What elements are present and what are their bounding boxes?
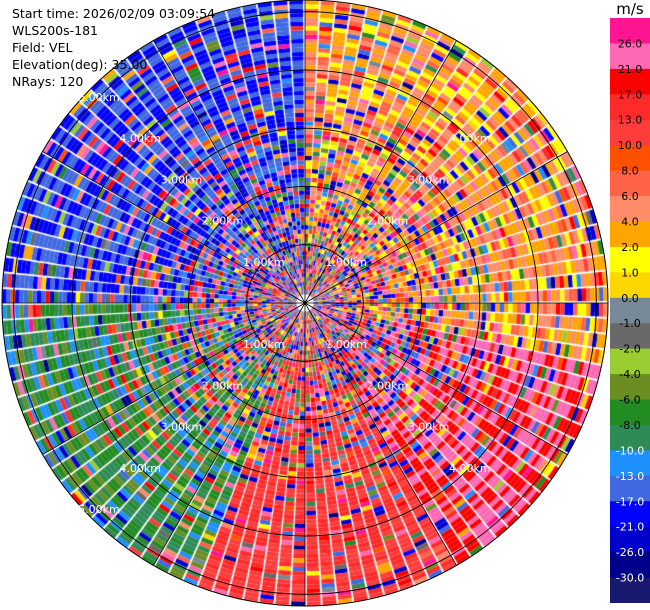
range-label: 1.00km xyxy=(325,338,367,351)
range-label: 2.00km xyxy=(367,379,409,392)
colorbar-segment xyxy=(610,323,650,350)
colorbar-segment xyxy=(610,577,650,603)
colorbar-tick-label: 10.0 xyxy=(618,139,643,152)
range-label: 3.00km xyxy=(408,173,450,186)
colorbar-segment xyxy=(610,221,650,248)
colorbar-segment xyxy=(610,43,650,70)
colorbar-segment xyxy=(610,119,650,146)
range-label: 1.00km xyxy=(243,338,285,351)
colorbar-segment xyxy=(610,145,650,172)
azimuth-spoke xyxy=(153,302,306,566)
plot-info: Start time: 2026/02/09 03:09:54 WLS200s-… xyxy=(12,5,215,90)
colorbar-tick-label: -2.0 xyxy=(619,343,640,356)
range-rings-overlay: 1.00km 1.00km 1.00km 1.00km 2.00km 2.00km 2.00… xyxy=(1,0,609,607)
range-label: 3.00km xyxy=(161,173,203,186)
range-label: 4.00km xyxy=(119,462,161,475)
range-label: 4.00km xyxy=(449,132,491,145)
colorbar-segment xyxy=(610,68,650,95)
colorbar-segment xyxy=(610,424,650,451)
range-label: 2.00km xyxy=(202,215,244,228)
field-text: Field: VEL xyxy=(12,40,73,55)
colorbar-tick-label: -10.0 xyxy=(616,444,644,457)
colorbar-segment xyxy=(610,526,650,553)
colorbar-segment xyxy=(610,501,650,528)
colorbar-segment xyxy=(610,94,650,121)
colorbar-tick-label: 6.0 xyxy=(621,190,639,203)
azimuth-spoke xyxy=(304,151,568,304)
nrays-text: NRays: 120 xyxy=(12,74,84,89)
range-label: 5.00km xyxy=(78,91,120,104)
colorbar-tick-label: -8.0 xyxy=(619,419,640,432)
range-label: 2.00km xyxy=(202,379,244,392)
colorbar-tick-label: -26.0 xyxy=(616,546,644,559)
range-label: 1.00km xyxy=(243,256,285,269)
range-label: 5.00km xyxy=(78,503,120,516)
colorbar-segment xyxy=(610,475,650,502)
colorbar-segment xyxy=(610,399,650,426)
colorbar-tick-label: -1.0 xyxy=(619,317,640,330)
colorbar-segment xyxy=(610,297,650,324)
colorbar-tick-label: -4.0 xyxy=(619,368,640,381)
azimuth-spoke xyxy=(42,302,306,455)
instrument-text: WLS200s-181 xyxy=(12,23,98,38)
range-label: 4.00km xyxy=(449,462,491,475)
colorbar-segment xyxy=(610,450,650,477)
azimuth-spoke xyxy=(304,302,457,566)
range-label: 4.00km xyxy=(119,132,161,145)
range-label: 3.00km xyxy=(408,421,450,434)
colorbar-tick-label: 0.0 xyxy=(621,292,639,305)
velocity-colorbar: 26.0 21.0 17.0 13.0 10.0 8.0 6.0 4.0 2.0 1.0 0.0 -1… xyxy=(610,18,650,603)
start-time-text: Start time: 2026/02/09 03:09:54 xyxy=(12,6,216,21)
colorbar-tick-label: 13.0 xyxy=(618,114,643,127)
colorbar-segment xyxy=(610,348,650,375)
colorbar-tick-label: 2.0 xyxy=(621,241,639,254)
azimuth-spoke xyxy=(304,302,568,455)
colorbar-segment xyxy=(610,374,650,401)
colorbar-segment xyxy=(610,552,650,579)
colorbar-segment xyxy=(610,272,650,299)
colorbar-unit: m/s xyxy=(616,0,644,18)
elevation-text: Elevation(deg): 35.00 xyxy=(12,57,148,72)
colorbar-tick-label: 26.0 xyxy=(618,37,643,50)
azimuth-spoke xyxy=(153,40,306,304)
colorbar-segment xyxy=(610,18,650,44)
colorbar-segment xyxy=(610,196,650,222)
azimuth-spoke xyxy=(42,151,306,304)
range-label: 3.00km xyxy=(161,421,203,434)
colorbar-tick-label: 17.0 xyxy=(618,88,643,101)
colorbar-tick-label: 8.0 xyxy=(621,165,639,178)
range-label: 1.00km xyxy=(325,256,367,269)
range-label: 2.00km xyxy=(367,215,409,228)
azimuth-spoke xyxy=(304,40,457,304)
colorbar-tick-label: -13.0 xyxy=(616,470,644,483)
colorbar-tick-label: -17.0 xyxy=(616,495,644,508)
colorbar-tick-label: -6.0 xyxy=(619,394,640,407)
colorbar-segment xyxy=(610,246,650,273)
colorbar-tick-label: 21.0 xyxy=(618,63,643,76)
colorbar-tick-label: -21.0 xyxy=(616,521,644,534)
colorbar-tick-label: -30.0 xyxy=(616,572,644,585)
colorbar-tick-label: 1.0 xyxy=(621,266,639,279)
colorbar-tick-label: 4.0 xyxy=(621,215,639,228)
colorbar-segment xyxy=(610,170,650,197)
